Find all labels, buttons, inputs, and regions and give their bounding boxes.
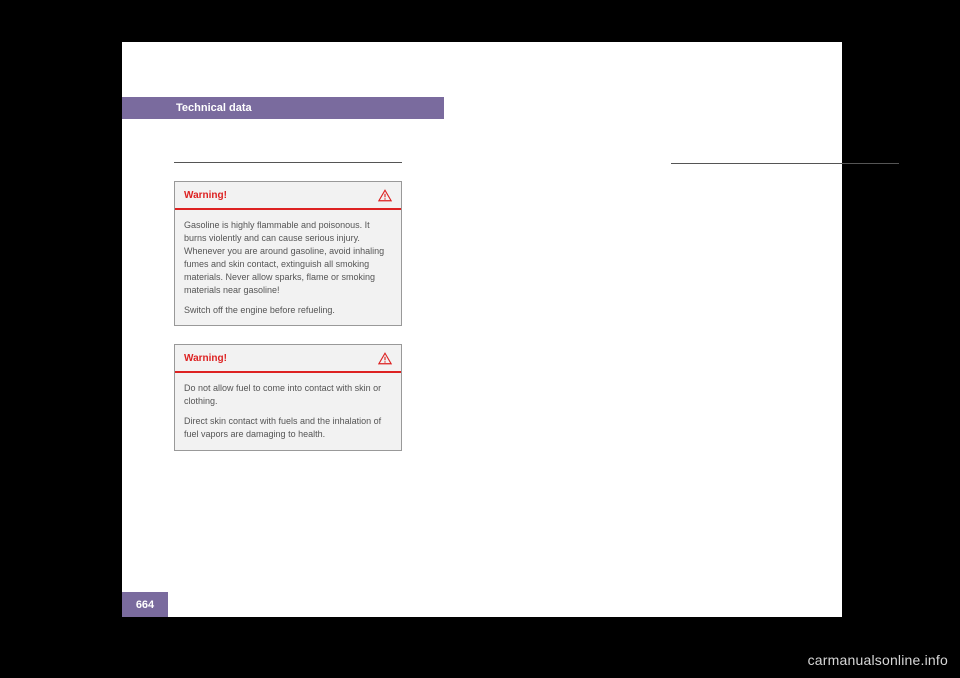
watermark-text: carmanualsonline.info bbox=[808, 652, 948, 668]
warning-triangle-icon bbox=[378, 352, 392, 365]
warning-paragraph: Direct skin contact with fuels and the i… bbox=[184, 415, 392, 441]
warning-header: Warning! bbox=[175, 344, 401, 373]
section-header-tab: Technical data bbox=[122, 97, 444, 119]
warning-header: Warning! bbox=[175, 181, 401, 210]
warning-title: Warning! bbox=[184, 190, 227, 201]
warning-body: Do not allow fuel to come into contact w… bbox=[175, 373, 401, 450]
warning-paragraph: Do not allow fuel to come into contact w… bbox=[184, 382, 392, 408]
page-number: 664 bbox=[136, 599, 154, 611]
warning-box-1: Warning! Gasoline is highly flammable an… bbox=[174, 181, 402, 326]
column-3-top-rule bbox=[671, 163, 899, 164]
document-page: Technical data Warning! Gasoline is high… bbox=[122, 42, 842, 617]
column-top-rule bbox=[174, 162, 402, 163]
column-1: Warning! Gasoline is highly flammable an… bbox=[174, 162, 402, 469]
warning-body: Gasoline is highly flammable and poisono… bbox=[175, 210, 401, 326]
warning-title: Warning! bbox=[184, 353, 227, 364]
section-title: Technical data bbox=[176, 102, 252, 114]
page-number-box: 664 bbox=[122, 592, 168, 617]
warning-triangle-icon bbox=[378, 189, 392, 202]
warning-paragraph: Gasoline is highly flammable and poisono… bbox=[184, 219, 392, 297]
warning-box-2: Warning! Do not allow fuel to come into … bbox=[174, 344, 402, 450]
warning-paragraph: Switch off the engine before refueling. bbox=[184, 304, 392, 317]
